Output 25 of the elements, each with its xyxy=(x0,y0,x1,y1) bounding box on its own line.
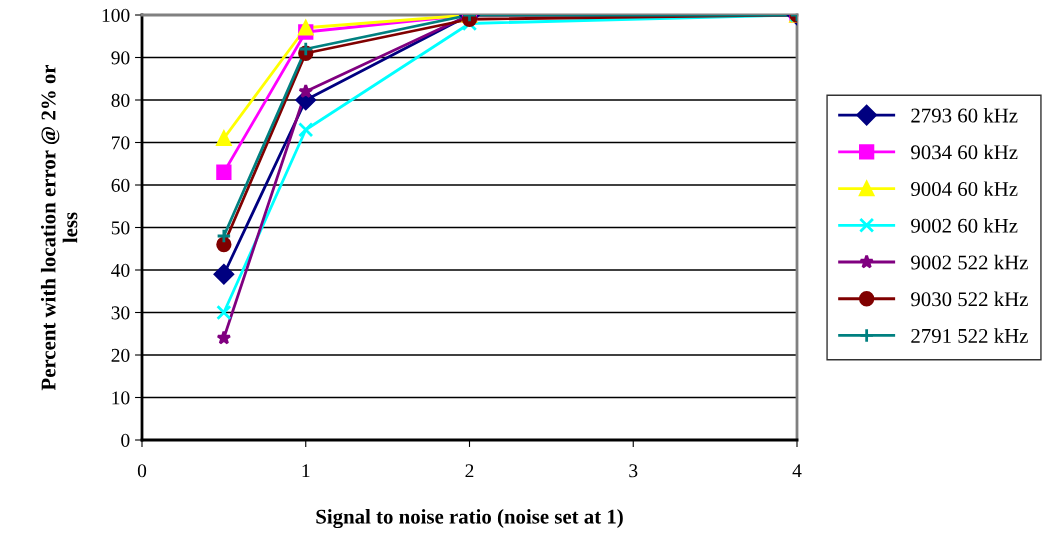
legend-label: 2793 60 kHz xyxy=(911,107,1018,123)
y-tick-label: 0 xyxy=(121,433,130,447)
y-tick-label: 40 xyxy=(111,263,130,277)
y-tick-label: 100 xyxy=(102,8,130,22)
y-tick-label: 70 xyxy=(112,136,130,150)
x-tick-label: 2 xyxy=(465,464,474,478)
y-tick-label: 10 xyxy=(112,391,130,405)
x-tick-label: 4 xyxy=(792,464,802,478)
x-axis-title: Signal to noise ratio (noise set at 1) xyxy=(316,509,623,529)
y-tick-label: 80 xyxy=(111,93,130,107)
legend-label: 2791 522 kHz xyxy=(911,328,1028,343)
x-tick-label: 1 xyxy=(302,464,310,478)
legend-label: 9034 60 kHz xyxy=(911,144,1018,160)
y-axis-title: Percent with location error @ 2% or less xyxy=(40,64,78,391)
legend-label: 9002 522 kHz xyxy=(911,254,1028,270)
y-tick-label: 90 xyxy=(111,51,130,65)
y-tick-label: 30 xyxy=(111,306,130,320)
legend-label: 9030 522 kHz xyxy=(911,291,1028,307)
y-tick-label: 50 xyxy=(111,221,130,235)
y-tick-label: 20 xyxy=(111,348,130,362)
y-tick-label: 60 xyxy=(111,178,130,192)
legend-label: 9004 60 kHz xyxy=(911,181,1018,197)
x-tick-label: 3 xyxy=(629,464,638,478)
legend-label: 9002 60 kHz xyxy=(911,218,1018,233)
x-tick-label: 0 xyxy=(137,464,147,478)
